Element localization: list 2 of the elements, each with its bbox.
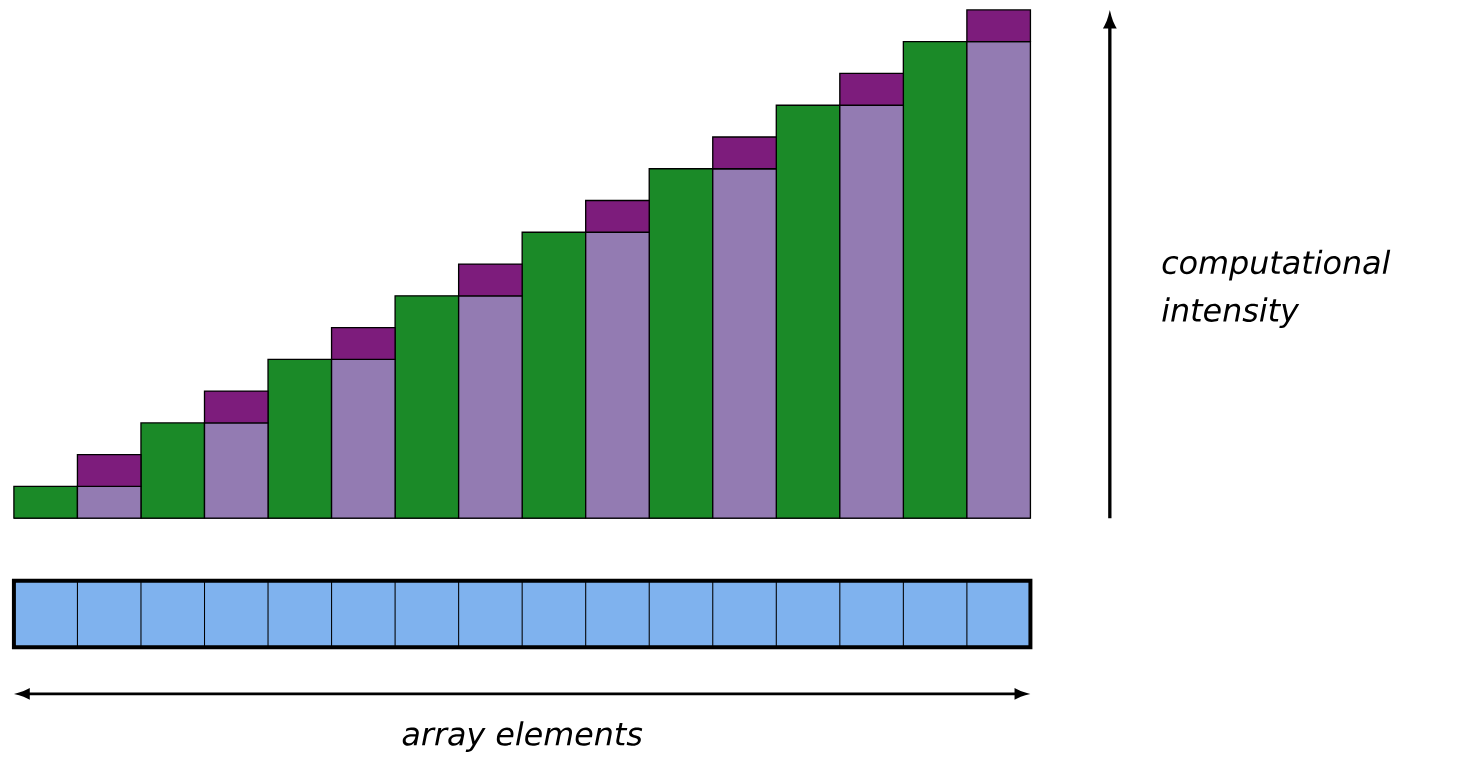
y-axis-title: computational intensity [1162,249,1391,328]
text: array elements [402,721,643,752]
